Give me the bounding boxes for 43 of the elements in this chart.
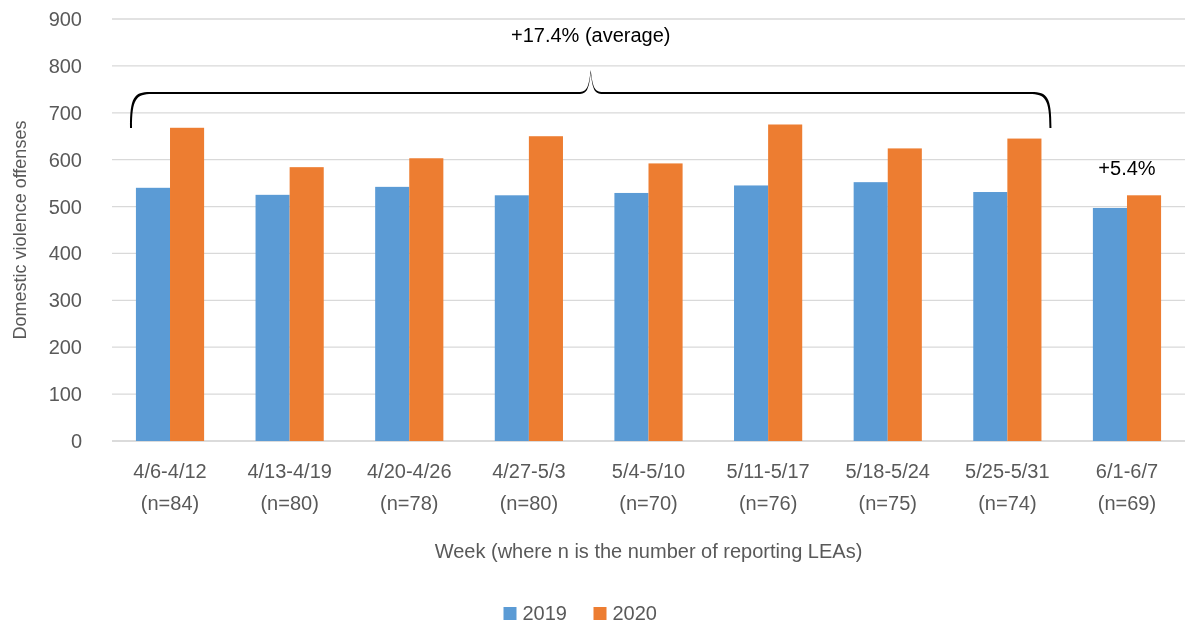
bar xyxy=(973,192,1008,441)
y-tick-label: 100 xyxy=(48,383,82,406)
y-tick-label: 900 xyxy=(48,8,82,30)
bar xyxy=(289,167,324,441)
y-tick-label: 400 xyxy=(48,242,82,265)
y-tick-label: 500 xyxy=(48,195,82,218)
x-tick-label: 4/27-5/3 (n=80) xyxy=(492,460,566,514)
bar xyxy=(853,182,888,441)
x-tick-label: 4/13-4/19 (n=80) xyxy=(247,460,332,514)
y-tick-label: 800 xyxy=(48,54,82,77)
bar xyxy=(887,148,922,441)
x-tick-label: 5/25-5/31 (n=74) xyxy=(965,460,1050,514)
bar xyxy=(494,195,529,441)
bar xyxy=(734,185,769,441)
y-tick-label: 200 xyxy=(48,336,82,359)
x-tick-label: 5/11-5/17 (n=76) xyxy=(726,460,810,514)
legend-label: 2019 xyxy=(522,602,567,624)
y-tick-label: 300 xyxy=(48,289,82,312)
bar xyxy=(409,158,444,441)
bar xyxy=(1126,195,1162,441)
bar xyxy=(768,124,803,441)
bar xyxy=(528,136,563,441)
y-tick-label: 0 xyxy=(70,430,82,452)
x-tick-label: 5/18-5/24 (n=75) xyxy=(845,460,930,514)
y-tick-label: 700 xyxy=(48,101,82,124)
x-tick-label: 6/1-6/7 (n=69) xyxy=(1095,460,1159,514)
bar xyxy=(1092,207,1127,441)
bar xyxy=(648,163,683,441)
legend-label: 2020 xyxy=(612,602,657,624)
bar xyxy=(255,194,290,441)
bar xyxy=(170,127,205,441)
bar xyxy=(135,187,171,441)
x-axis-title: Week (where n is the number of reporting LEAs) xyxy=(434,540,863,562)
y-tick-label: 600 xyxy=(48,148,82,171)
y-axis-title: Domestic violence offenses xyxy=(10,120,30,340)
annotation: +17.4% (average) xyxy=(510,24,671,46)
annotation: +5.4% xyxy=(1098,157,1156,180)
x-tick-label: 5/4-5/10 (n=70) xyxy=(611,460,686,514)
x-tick-label: 4/6-4/12 (n=84) xyxy=(133,460,207,514)
bar xyxy=(375,186,410,441)
x-tick-label: 4/20-4/26 (n=78) xyxy=(367,460,452,514)
bar xyxy=(1007,138,1042,441)
bar xyxy=(614,192,649,441)
